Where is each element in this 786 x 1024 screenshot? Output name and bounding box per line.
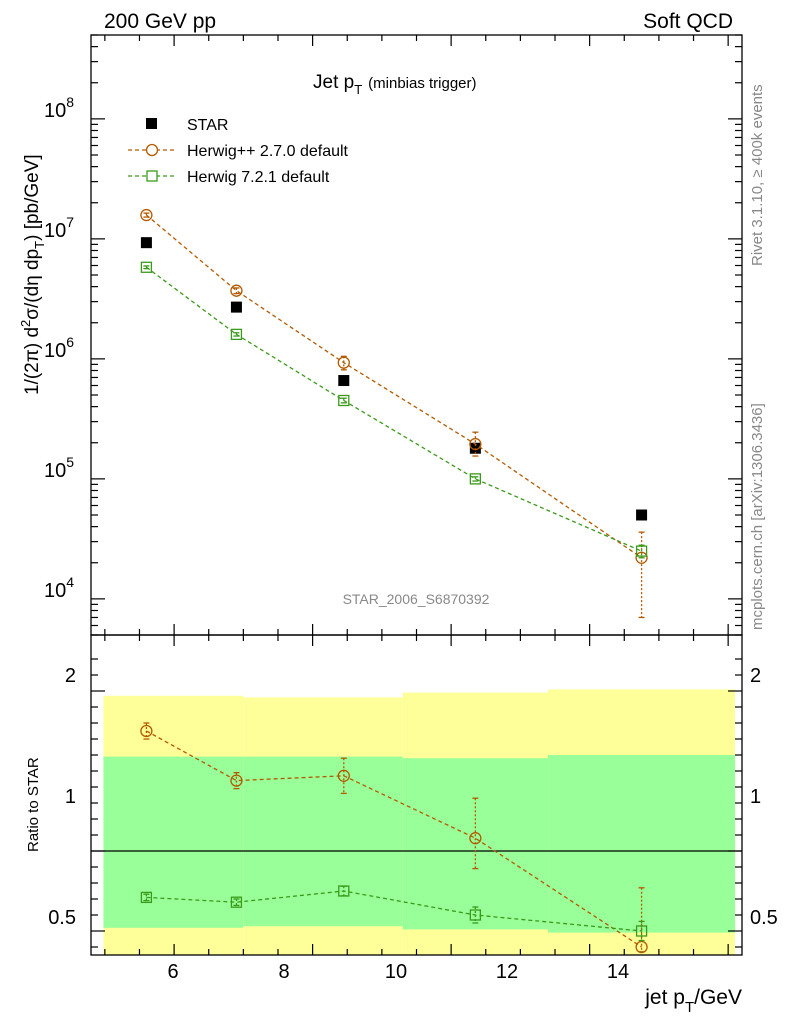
legend-marker-herwigpp bbox=[145, 143, 159, 157]
ratio-axis-ticks bbox=[91, 635, 742, 955]
main-point-herwig-2-7-0-default-2 bbox=[337, 356, 350, 369]
legend-label-star: STAR bbox=[187, 117, 228, 134]
x-tick-12: 12 bbox=[496, 961, 518, 983]
main-panel: 104 105 106 107 108 Jet pT (minbias trigg… bbox=[18, 34, 743, 636]
legend-label-herwigpp: Herwig++ 2.7.0 default bbox=[187, 143, 349, 160]
main-point-herwig-7-2-1-default-1 bbox=[230, 328, 243, 341]
legend-entry-herwig7: Herwig 7.2.1 default bbox=[128, 169, 330, 186]
ratio-y-tick-1: 1 bbox=[65, 786, 76, 808]
main-line-herwig-7-2-1-default bbox=[146, 266, 642, 552]
main-point-star-0 bbox=[140, 237, 152, 249]
main-point-herwig-7-2-1-default-2 bbox=[338, 394, 350, 407]
uncertainty-band-green-1 bbox=[243, 756, 403, 927]
main-data-layer bbox=[140, 208, 648, 619]
rivet-version-text: Rivet 3.1.10, ≥ 400k events bbox=[749, 84, 766, 266]
x-tick-6: 6 bbox=[167, 961, 178, 983]
main-line-herwig-2-7-0-default bbox=[145, 214, 642, 559]
ratio-panel-frame bbox=[90, 634, 743, 956]
header-left: 200 GeV pp bbox=[104, 10, 216, 33]
ratio-panel: 2 1 0.5 2 1 0.5 Ratio to STAR 6 8 10 12 … bbox=[25, 634, 778, 1016]
legend-marker-herwig7 bbox=[146, 170, 158, 182]
legend-marker-star bbox=[146, 118, 157, 129]
ratio-data-layer bbox=[91, 689, 742, 955]
legend: STAR Herwig++ 2.7.0 default Herwig 7.2.1… bbox=[128, 117, 349, 186]
ratio-point-herwig-2-7-0-default-2 bbox=[337, 769, 350, 782]
ratio-point-herwig-2-7-0-default-0 bbox=[140, 724, 153, 738]
y-tick-label-1e8: 108 bbox=[44, 94, 74, 122]
ratio-y-tick-1-right: 1 bbox=[750, 786, 761, 808]
main-point-herwig-7-2-1-default-0 bbox=[140, 261, 153, 273]
ratio-y-tick-2-right: 2 bbox=[750, 665, 761, 687]
main-point-herwig-2-7-0-default-0 bbox=[140, 208, 153, 222]
ratio-point-herwig-2-7-0-default-1 bbox=[230, 774, 243, 787]
y-tick-label-1e4: 104 bbox=[44, 574, 74, 602]
y-tick-label-1e7: 107 bbox=[44, 214, 74, 242]
x-tick-8: 8 bbox=[278, 961, 289, 983]
ratio-point-herwig-7-2-1-default-4 bbox=[635, 925, 648, 937]
main-y-tick-labels: 104 105 106 107 108 bbox=[44, 94, 74, 602]
x-axis-label: jet pT/GeV bbox=[644, 986, 742, 1016]
main-point-herwig-2-7-0-default-1 bbox=[230, 284, 243, 297]
analysis-watermark: STAR_2006_S6870392 bbox=[343, 591, 490, 607]
main-point-herwig-7-2-1-default-3 bbox=[469, 473, 482, 485]
header-right: Soft QCD bbox=[643, 10, 733, 33]
mcplots-credit-text: mcplots.cern.ch [arXiv:1306.3436] bbox=[749, 403, 766, 630]
main-point-star-1 bbox=[230, 301, 242, 313]
main-point-herwig-7-2-1-default-4 bbox=[635, 545, 648, 557]
uncertainty-band-green-3 bbox=[548, 755, 736, 933]
ratio-point-herwig-7-2-1-default-1 bbox=[230, 896, 243, 908]
ratio-y-tick-0-5: 0.5 bbox=[48, 907, 76, 929]
legend-entry-herwigpp: Herwig++ 2.7.0 default bbox=[128, 143, 349, 160]
x-tick-14: 14 bbox=[607, 961, 629, 983]
main-y-axis-label: 1/(2π) d2σ/(dη dpT) [pb/GeV] bbox=[18, 154, 47, 395]
ratio-point-herwig-7-2-1-default-0 bbox=[140, 891, 153, 904]
ratio-y-tick-0-5-right: 0.5 bbox=[750, 907, 778, 929]
main-point-herwig-2-7-0-default-3 bbox=[469, 437, 482, 451]
main-point-star-4 bbox=[636, 509, 648, 521]
y-tick-label-1e5: 105 bbox=[44, 454, 74, 482]
main-point-star-2 bbox=[338, 375, 350, 387]
main-point-herwig-2-7-0-default-4 bbox=[635, 551, 648, 564]
chart-title: Jet pT (minbias trigger) bbox=[313, 72, 477, 97]
ratio-point-herwig-7-2-1-default-3 bbox=[469, 909, 482, 921]
legend-entry-star: STAR bbox=[146, 117, 228, 134]
ratio-y-tick-2: 2 bbox=[65, 665, 76, 687]
ratio-y-axis-label: Ratio to STAR bbox=[25, 757, 42, 852]
legend-label-herwig7: Herwig 7.2.1 default bbox=[187, 169, 330, 186]
x-tick-10: 10 bbox=[385, 961, 407, 983]
y-tick-label-1e6: 106 bbox=[44, 334, 74, 362]
uncertainty-band-green-0 bbox=[103, 756, 244, 928]
main-axis-ticks bbox=[91, 34, 742, 636]
ratio-point-herwig-2-7-0-default-4 bbox=[635, 940, 648, 954]
ratio-point-herwig-2-7-0-default-3 bbox=[469, 832, 482, 845]
ratio-point-herwig-7-2-1-default-2 bbox=[338, 885, 350, 897]
